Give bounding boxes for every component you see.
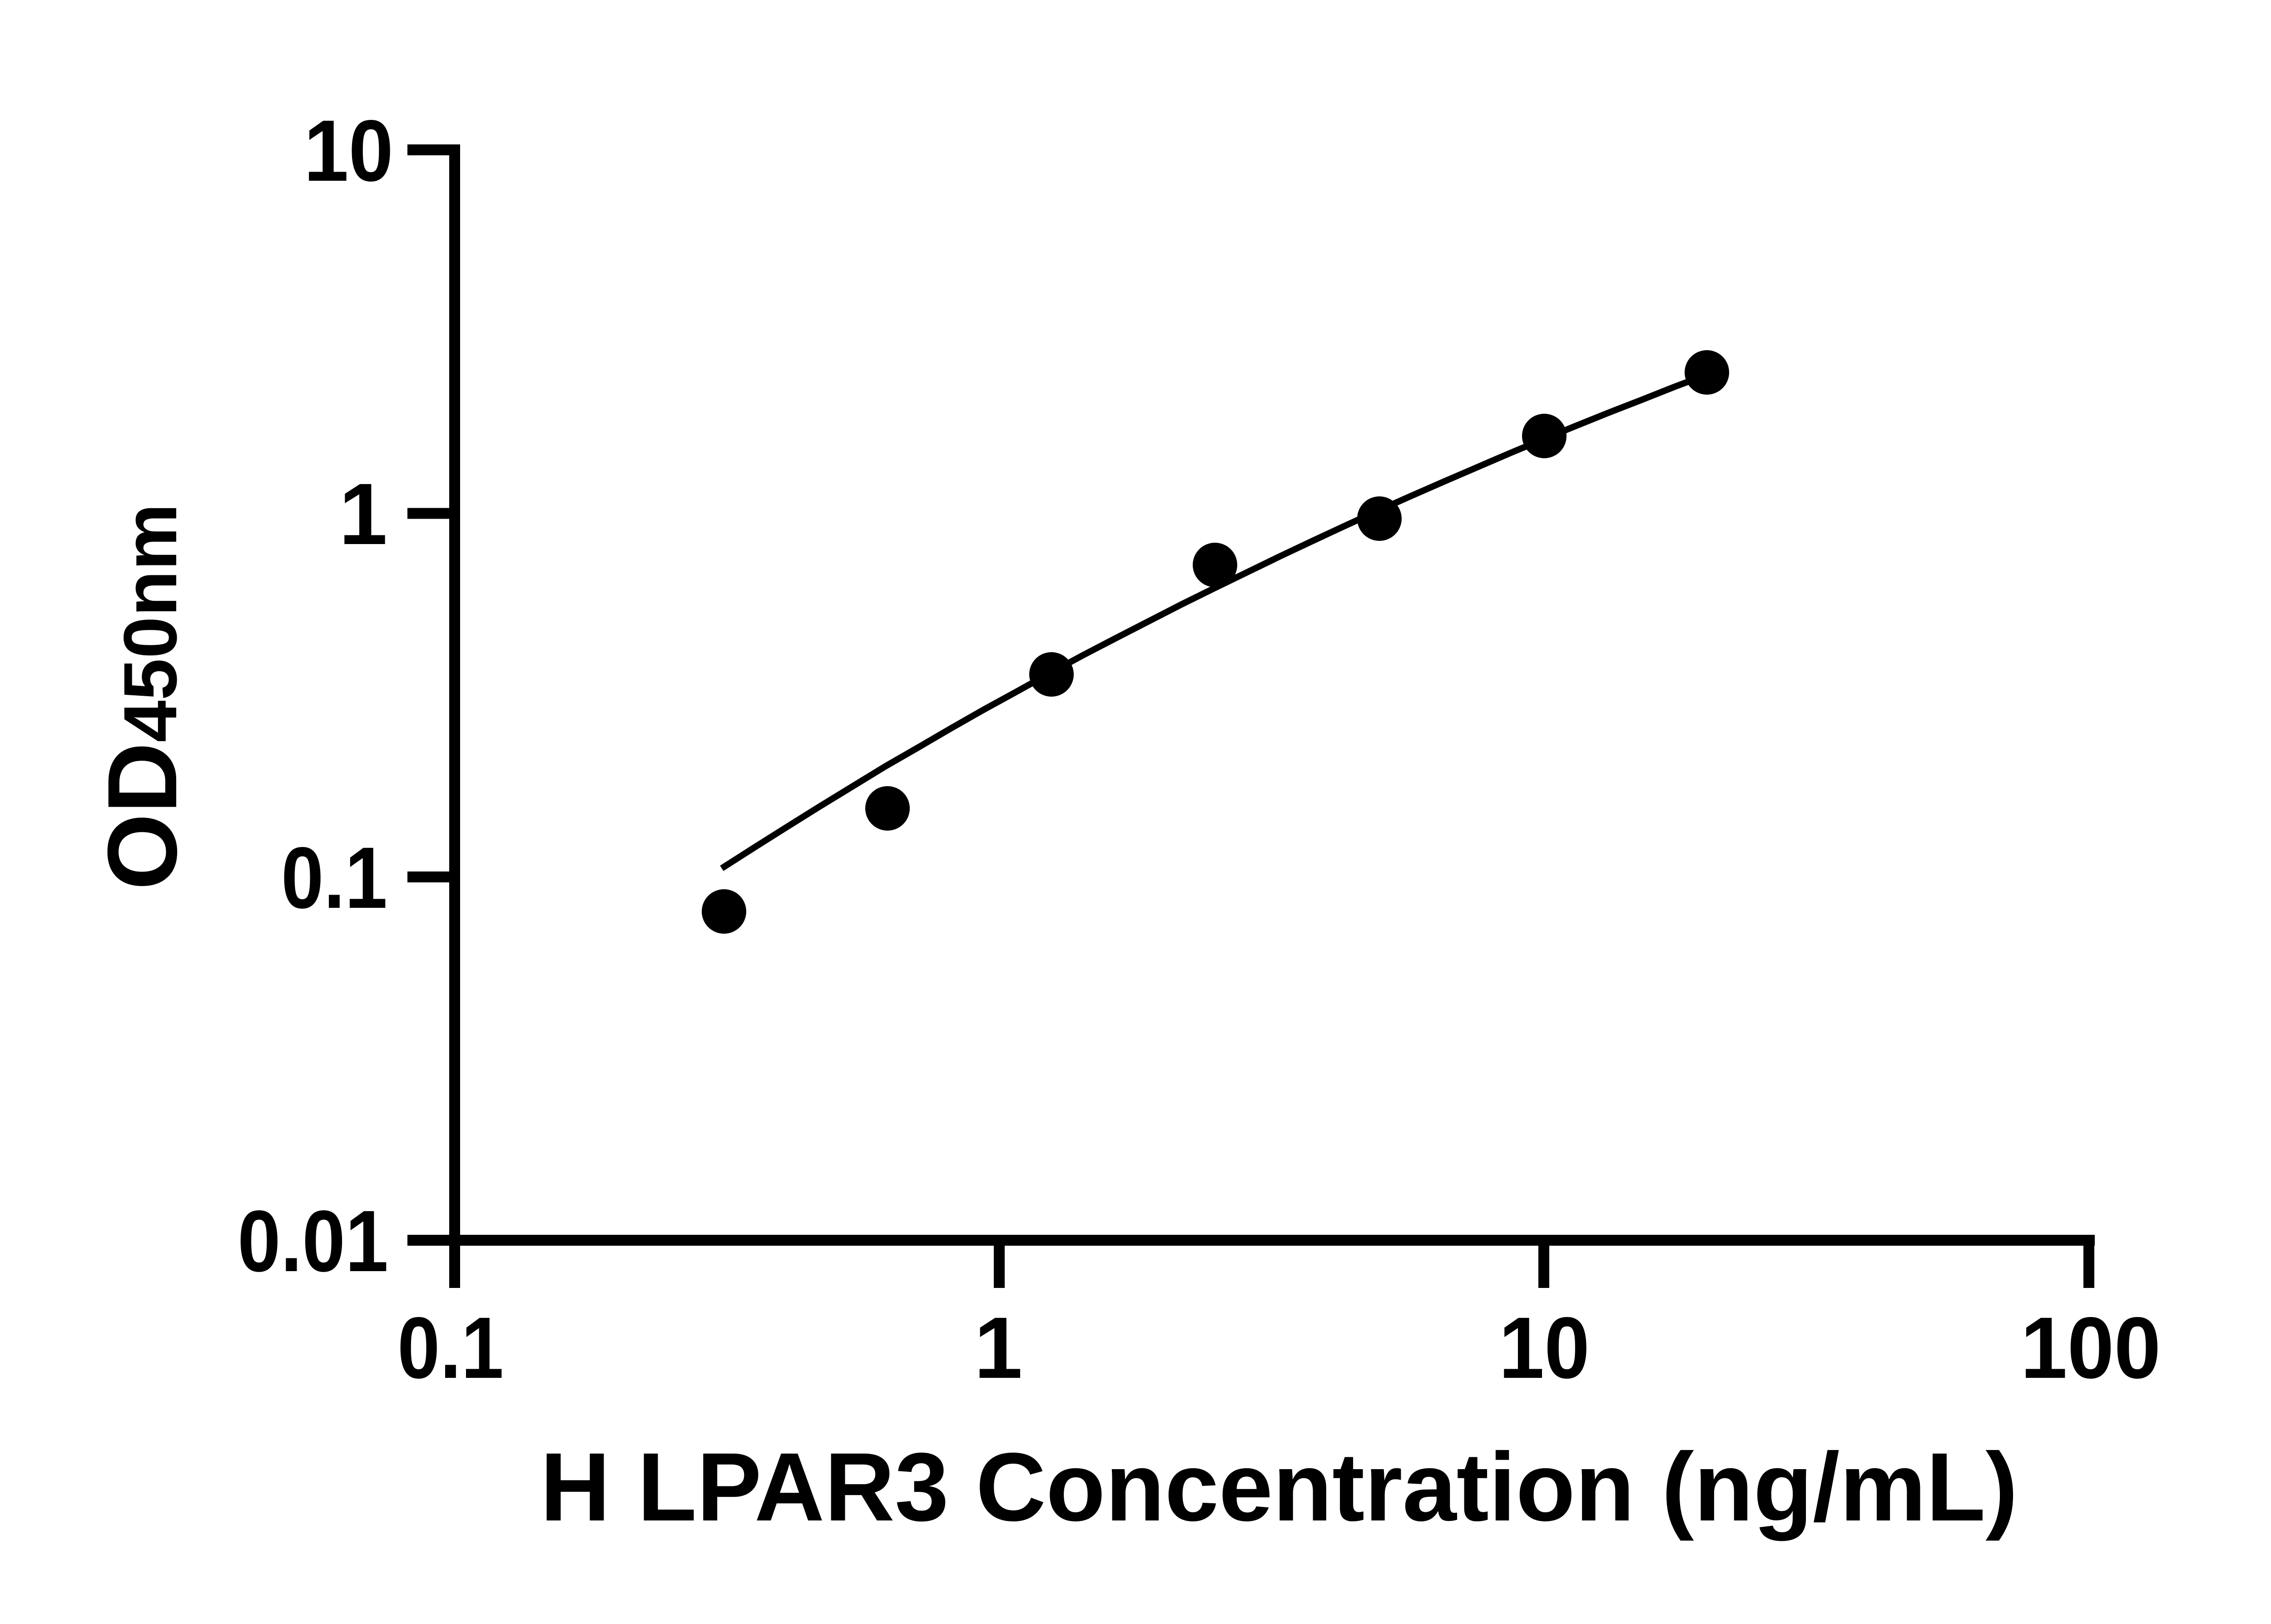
svg-text:100: 100 bbox=[2021, 1299, 2161, 1396]
svg-text:10: 10 bbox=[1499, 1299, 1590, 1396]
svg-text:0.01: 0.01 bbox=[238, 1192, 388, 1290]
svg-text:1: 1 bbox=[974, 1299, 1023, 1396]
svg-text:H LPAR3 Concentration (ng/mL): H LPAR3 Concentration (ng/mL) bbox=[540, 1433, 2018, 1541]
svg-text:10: 10 bbox=[304, 102, 393, 199]
svg-text:0.1: 0.1 bbox=[397, 1299, 504, 1396]
svg-text:1: 1 bbox=[339, 465, 387, 563]
svg-text:0.1: 0.1 bbox=[281, 829, 387, 926]
svg-text:OD450nm: OD450nm bbox=[87, 504, 197, 890]
